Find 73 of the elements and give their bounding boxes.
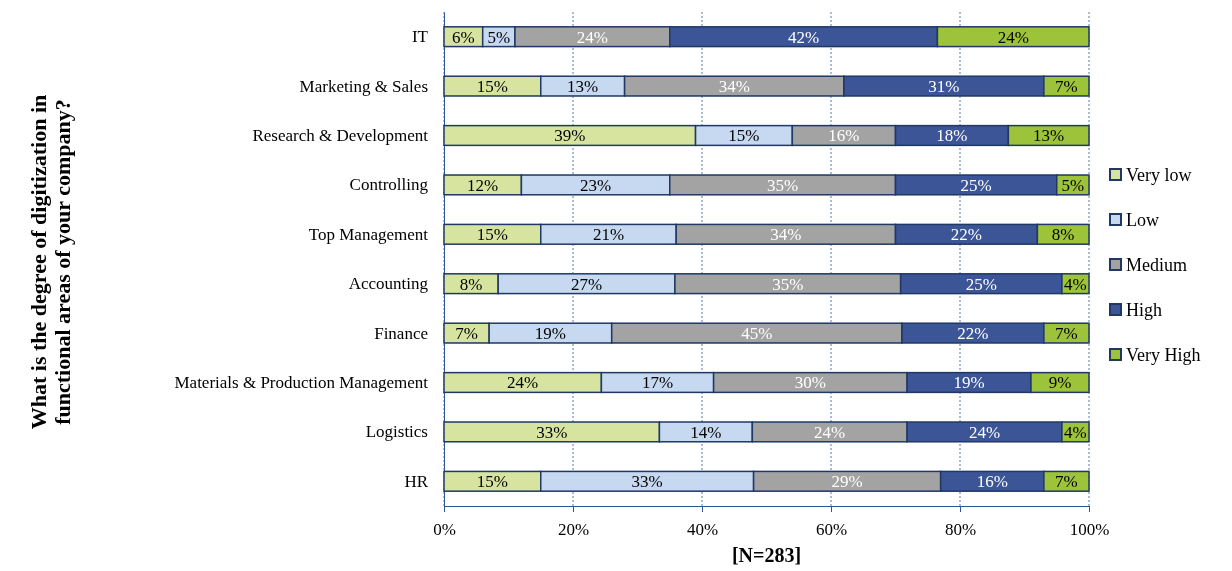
- data-label: 7%: [1055, 77, 1078, 97]
- data-label: 15%: [728, 126, 760, 146]
- data-label: 35%: [772, 274, 804, 294]
- data-label: 16%: [976, 472, 1008, 492]
- y-tick-label: HR: [404, 471, 429, 491]
- data-label: 39%: [554, 126, 586, 146]
- data-label: 13%: [1033, 126, 1065, 146]
- data-label: 15%: [476, 225, 508, 245]
- data-label: 30%: [794, 373, 826, 393]
- legend-label: Very low: [1126, 165, 1192, 186]
- data-label: 7%: [1055, 472, 1078, 492]
- y-tick-label: Logistics: [365, 422, 428, 442]
- legend-label: Very High: [1126, 345, 1201, 366]
- data-label: 6%: [452, 27, 475, 47]
- data-label: 7%: [1055, 324, 1078, 344]
- y-tick-label: Research & Development: [252, 125, 429, 145]
- data-label: 4%: [1064, 422, 1087, 442]
- y-tick-label: Top Management: [308, 224, 429, 244]
- data-label: 8%: [459, 274, 483, 294]
- x-tick-label: 100%: [1069, 520, 1110, 540]
- data-label: 8%: [1051, 225, 1075, 245]
- data-label: 22%: [957, 324, 989, 344]
- y-tick-label: Accounting: [348, 274, 429, 294]
- data-label: 24%: [968, 422, 1001, 442]
- data-label: 42%: [788, 27, 820, 47]
- data-label: 12%: [467, 175, 499, 195]
- data-label: 5%: [1061, 175, 1085, 195]
- data-label: 33%: [536, 422, 568, 442]
- data-label: 13%: [567, 77, 599, 97]
- data-label: 29%: [831, 472, 863, 492]
- data-label: 15%: [476, 472, 508, 492]
- data-label: 19%: [953, 373, 985, 393]
- data-label: 14%: [690, 422, 722, 442]
- data-label: 34%: [770, 225, 802, 245]
- data-label: 18%: [936, 126, 968, 146]
- y-tick-label: Finance: [374, 323, 428, 343]
- data-label: 25%: [960, 175, 992, 195]
- data-label: 7%: [455, 324, 478, 344]
- data-label: 25%: [965, 274, 997, 294]
- x-tick-label: 20%: [557, 520, 590, 540]
- data-label: 22%: [950, 225, 983, 245]
- data-label: 31%: [928, 77, 960, 97]
- data-label: 23%: [579, 175, 612, 195]
- data-label: 24%: [997, 27, 1029, 47]
- x-tick-label: 60%: [815, 520, 848, 540]
- data-label: 33%: [631, 472, 663, 492]
- data-label: 5%: [487, 27, 511, 47]
- x-axis-title: [N=283]: [731, 544, 802, 566]
- data-label: 17%: [641, 373, 674, 393]
- data-label: 27%: [570, 274, 603, 294]
- y-tick-label: Controlling: [349, 175, 429, 195]
- data-label: 9%: [1048, 373, 1072, 393]
- data-label: 45%: [741, 324, 773, 344]
- data-label: 19%: [534, 324, 567, 344]
- data-label: 24%: [576, 27, 608, 47]
- data-label: 15%: [476, 77, 508, 97]
- data-label: 4%: [1064, 274, 1087, 294]
- legend-label: Medium: [1126, 255, 1187, 276]
- y-axis-title: What is the degree of digitization in functional areas of your company?: [25, 94, 75, 430]
- x-tick-label: 0%: [433, 520, 456, 540]
- data-label: 16%: [828, 126, 860, 146]
- legend-label: High: [1126, 300, 1162, 321]
- data-label: 24%: [814, 422, 846, 442]
- data-label: 34%: [718, 77, 750, 97]
- data-label: 21%: [592, 225, 625, 245]
- y-tick-label: IT: [411, 27, 429, 47]
- legend-label: Low: [1126, 210, 1159, 231]
- data-label: 35%: [767, 175, 799, 195]
- x-tick-label: 40%: [686, 520, 719, 540]
- y-tick-label: Marketing & Sales: [299, 76, 428, 96]
- x-tick-label: 80%: [944, 520, 977, 540]
- data-label: 24%: [507, 373, 539, 393]
- y-tick-label: Materials & Production Management: [174, 372, 429, 392]
